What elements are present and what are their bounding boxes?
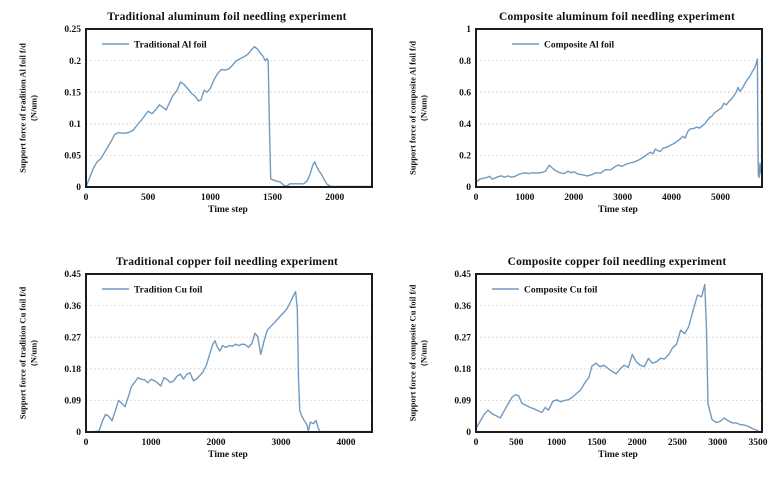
y-axis-label-column: Support force of composite Al foil f/d (… (402, 24, 436, 206)
svg-text:0: 0 (76, 183, 81, 193)
svg-text:Composite Cu foil: Composite Cu foil (524, 285, 598, 295)
y-axis-label-line1: Support force of tradition Al foil f/d (17, 42, 28, 173)
svg-text:0.4: 0.4 (459, 120, 471, 130)
svg-text:0.18: 0.18 (64, 365, 81, 375)
svg-text:500: 500 (141, 193, 156, 203)
svg-text:3500: 3500 (748, 438, 767, 448)
svg-text:0: 0 (474, 438, 479, 448)
chart-traditional-cu: Traditional copper foil needling experim… (0, 245, 390, 490)
svg-text:3000: 3000 (613, 193, 632, 203)
svg-text:0.8: 0.8 (459, 57, 471, 67)
svg-text:0.45: 0.45 (64, 270, 81, 280)
chart-title: Traditional copper foil needling experim… (115, 256, 339, 268)
svg-text:0.2: 0.2 (459, 152, 471, 162)
svg-text:2000: 2000 (207, 438, 226, 448)
svg-text:1500: 1500 (263, 193, 282, 203)
y-axis-label: Support force of tradition Al foil f/d (… (18, 43, 41, 173)
y-axis-label-line2: (N/um) (29, 94, 39, 121)
svg-text:0: 0 (84, 193, 89, 203)
svg-text:1: 1 (466, 25, 471, 35)
chart-title: Traditional aluminum foil needling exper… (107, 11, 347, 23)
y-axis-label-line2: (N/um) (419, 94, 429, 121)
y-axis-label: Support force of composite Cu foil f/d (… (408, 284, 431, 421)
x-axis-label: Time step (598, 205, 638, 215)
y-axis-label-line1: Support force of tradition Cu foil f/d (17, 286, 28, 419)
svg-text:0.09: 0.09 (64, 397, 81, 407)
x-axis-label: Time step (598, 450, 638, 460)
y-axis-label: Support force of tradition Cu foil f/d (… (18, 286, 41, 419)
chart-title: Composite copper foil needling experimen… (507, 256, 727, 268)
svg-text:2000: 2000 (564, 193, 583, 203)
svg-text:1000: 1000 (515, 193, 534, 203)
svg-text:0: 0 (76, 428, 81, 438)
svg-text:5000: 5000 (711, 193, 730, 203)
svg-text:0.25: 0.25 (64, 25, 81, 35)
svg-text:0.45: 0.45 (454, 270, 471, 280)
plot-canvas: 0 0.09 0.18 0.27 0.36 0.45 0 500 1000 1500 2000 250… (454, 270, 767, 448)
svg-text:1500: 1500 (587, 438, 606, 448)
svg-text:0.09: 0.09 (454, 397, 471, 407)
svg-text:0.27: 0.27 (64, 333, 81, 343)
svg-text:Tradition Cu foil: Tradition Cu foil (134, 285, 203, 295)
svg-text:0: 0 (84, 438, 89, 448)
svg-text:4000: 4000 (337, 438, 356, 448)
svg-text:0: 0 (466, 428, 471, 438)
svg-text:500: 500 (509, 438, 524, 448)
chart-body: Support force of tradition Cu foil f/d (… (12, 269, 378, 451)
y-axis-label-line1: Support force of composite Cu foil f/d (407, 284, 418, 422)
svg-text:0.36: 0.36 (64, 302, 81, 312)
chart-title: Composite aluminum foil needling experim… (498, 11, 736, 23)
chart-composite-al: Composite aluminum foil needling experim… (390, 0, 780, 245)
svg-text:1000: 1000 (142, 438, 161, 448)
svg-text:0.6: 0.6 (459, 88, 471, 98)
y-axis-label-column: Support force of tradition Cu foil f/d (… (12, 269, 46, 451)
chart-body: Support force of composite Cu foil f/d (… (402, 269, 768, 451)
svg-text:2000: 2000 (325, 193, 344, 203)
y-axis-label-column: Support force of tradition Al foil f/d (… (12, 24, 46, 206)
chart-traditional-al: Traditional aluminum foil needling exper… (0, 0, 390, 245)
plot-canvas: 0 0.05 0.1 0.15 0.2 0.25 0 500 1000 1500 2000 Tradi… (64, 25, 373, 203)
svg-text:0.2: 0.2 (69, 57, 81, 67)
svg-text:2500: 2500 (668, 438, 687, 448)
svg-text:0.18: 0.18 (454, 365, 471, 375)
chart-body: Support force of composite Al foil f/d (… (402, 24, 768, 206)
svg-text:1000: 1000 (201, 193, 220, 203)
svg-text:1000: 1000 (547, 438, 566, 448)
svg-text:Composite Al foil: Composite Al foil (544, 40, 615, 50)
svg-text:0.27: 0.27 (454, 333, 471, 343)
y-axis-label-line2: (N/um) (419, 339, 429, 366)
x-axis-label: Time step (208, 450, 248, 460)
y-axis-label: Support force of composite Al foil f/d (… (408, 41, 431, 175)
y-axis-label-line2: (N/um) (29, 339, 39, 366)
svg-text:0.15: 0.15 (64, 88, 81, 98)
svg-text:3000: 3000 (708, 438, 727, 448)
chart-body: Support force of tradition Al foil f/d (… (12, 24, 378, 206)
svg-text:0: 0 (466, 183, 471, 193)
svg-text:3000: 3000 (272, 438, 291, 448)
svg-text:0: 0 (474, 193, 479, 203)
y-axis-label-line1: Support force of composite Al foil f/d (407, 40, 418, 175)
y-axis-label-column: Support force of composite Cu foil f/d (… (402, 269, 436, 451)
svg-text:4000: 4000 (662, 193, 681, 203)
svg-text:0.1: 0.1 (69, 120, 81, 130)
svg-text:0.05: 0.05 (64, 152, 81, 162)
svg-text:2000: 2000 (628, 438, 647, 448)
plot-canvas: 0 0.09 0.18 0.27 0.36 0.45 0 1000 2000 3000 4000 Tr… (64, 270, 373, 448)
svg-text:0.36: 0.36 (454, 302, 471, 312)
x-axis-label: Time step (208, 205, 248, 215)
plot-canvas: 0 0.2 0.4 0.6 0.8 1 0 1000 2000 3000 4000 5000 Compo… (459, 25, 763, 203)
svg-text:Traditional Al foil: Traditional Al foil (134, 40, 207, 50)
chart-composite-cu: Composite copper foil needling experimen… (390, 245, 780, 490)
